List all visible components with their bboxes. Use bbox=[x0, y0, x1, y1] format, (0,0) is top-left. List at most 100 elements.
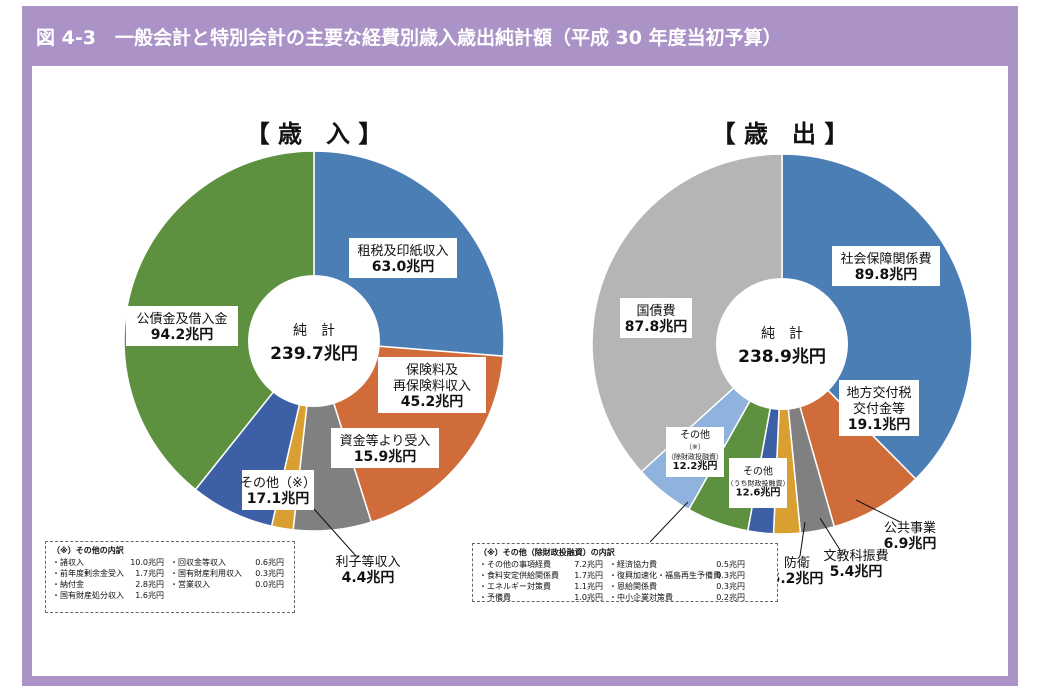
slice-note-1-5-0: （うち財政投融資） bbox=[727, 479, 790, 488]
label-box-1-0 bbox=[832, 246, 940, 286]
expenditure-note-item: ・恩給関係費 bbox=[609, 582, 657, 591]
expenditure-other-breakdown: （※）その他（除財政投融資）の内訳 ・その他の事項経費 7.2兆円 ・経済協力費 0.… bbox=[472, 543, 778, 602]
expenditure-note-amount: 0.2兆円 bbox=[716, 593, 745, 602]
expenditure-note-amount: 0.5兆円 bbox=[716, 560, 745, 569]
revenue-note-amount: 2.8兆円 bbox=[135, 580, 164, 589]
slice-value-0-3: 4.4兆円 bbox=[342, 570, 395, 586]
expenditure-note-item: ・その他の事項経費 bbox=[479, 560, 551, 569]
revenue-note-item: ・国有財産処分収入 bbox=[52, 591, 124, 600]
revenue-note-amount: 10.0兆円 bbox=[130, 558, 164, 567]
slice-label-0-1-1: 再保険料収入 bbox=[393, 379, 471, 394]
slice-value-0-1: 45.2兆円 bbox=[401, 394, 464, 410]
slice-label-1-4-0: 防衛 bbox=[784, 555, 810, 571]
slice-label-1-6-0: その他 bbox=[680, 428, 710, 441]
revenue-note-row: ・前年度剰余金受入 1.7兆円 ・国有財産利用収入 0.3兆円 bbox=[52, 568, 288, 579]
expenditure-note-item: ・食料安定供給関係費 bbox=[479, 571, 559, 580]
revenue-note-item: ・納付金 bbox=[52, 580, 84, 589]
slice-label-1-0-0: 社会保障関係費 bbox=[840, 251, 931, 267]
expenditure-note-item: ・経済協力費 bbox=[609, 560, 657, 569]
expenditure-note-amount: 1.1兆円 bbox=[574, 582, 603, 591]
slice-label-1-7-0: 国債費 bbox=[636, 304, 675, 319]
slice-label-0-2-0: 資金等より受入 bbox=[340, 433, 431, 449]
slice-label-1-5-0: その他 bbox=[743, 465, 773, 478]
revenue-note-row: ・国有財産処分収入 1.6兆円 bbox=[52, 590, 288, 601]
pie-center-0 bbox=[248, 275, 380, 407]
revenue-note-item: ・諸収入 bbox=[52, 558, 84, 567]
chart-title-0: 【 歳 入 】 bbox=[246, 120, 383, 148]
expenditure-note-item: ・エネルギー対策費 bbox=[479, 582, 551, 591]
center-value-0: 239.7兆円 bbox=[270, 344, 358, 364]
expenditure-note-amount: 0.3兆円 bbox=[716, 571, 745, 580]
label-box-1-6 bbox=[666, 427, 724, 477]
revenue-note-item: ・国有財産利用収入 bbox=[170, 569, 242, 578]
pie-center-1 bbox=[716, 278, 848, 410]
label-box-0-2 bbox=[331, 428, 439, 468]
revenue-note-amount: 0.6兆円 bbox=[255, 558, 284, 567]
leader-line-1-2 bbox=[855, 499, 901, 523]
leader-line-1-6 bbox=[649, 501, 689, 543]
label-box-1-1 bbox=[839, 380, 919, 436]
label-box-0-0 bbox=[349, 238, 457, 278]
slice-value-0-4: 17.1兆円 bbox=[247, 491, 310, 507]
slice-value-0-5: 94.2兆円 bbox=[151, 327, 214, 343]
expenditure-note-item: ・復興加速化・福島再生予備費 bbox=[609, 571, 721, 580]
expenditure-note-item: ・予備費 bbox=[479, 593, 511, 602]
revenue-note-row: ・諸収入 10.0兆円 ・回収金等収入 0.6兆円 bbox=[52, 557, 288, 568]
expenditure-note-item: ・中小企業対策費 bbox=[609, 593, 673, 602]
revenue-note-header: （※）その他の内訳 bbox=[52, 546, 124, 555]
slice-label-0-5-0: 公債金及借入金 bbox=[136, 311, 227, 327]
expenditure-note-header: （※）その他（除財政投融資）の内訳 bbox=[479, 548, 615, 557]
leader-line-0-3 bbox=[313, 508, 357, 557]
slice-label-1-1-1: 交付金等 bbox=[853, 401, 905, 417]
leader-line-1-4 bbox=[799, 521, 806, 557]
revenue-note-amount: 1.6兆円 bbox=[135, 591, 164, 600]
expenditure-note-amount: 7.2兆円 bbox=[574, 560, 603, 569]
slice-value-1-7: 87.8兆円 bbox=[625, 319, 688, 335]
slice-label-1-2-0: 公共事業 bbox=[884, 520, 936, 536]
label-box-0-5 bbox=[126, 306, 238, 346]
slice-note-1-6-0: （※） bbox=[685, 443, 705, 451]
revenue-note-row: ・納付金 2.8兆円 ・営業収入 0.0兆円 bbox=[52, 579, 288, 590]
slice-value-1-5: 12.6兆円 bbox=[736, 486, 781, 499]
center-value-1: 238.9兆円 bbox=[738, 347, 826, 367]
expenditure-note-amount: 1.7兆円 bbox=[574, 571, 603, 580]
label-box-1-7 bbox=[620, 298, 692, 338]
slice-value-1-0: 89.8兆円 bbox=[855, 267, 918, 283]
expenditure-note-row: ・エネルギー対策費 1.1兆円 ・恩給関係費 0.3兆円 bbox=[479, 581, 771, 592]
revenue-other-breakdown: （※）その他の内訳 ・諸収入 10.0兆円 ・回収金等収入 0.6兆円 ・前年度剰余金受… bbox=[45, 541, 295, 613]
slice-label-0-3-0: 利子等収入 bbox=[335, 554, 400, 570]
revenue-note-amount: 0.0兆円 bbox=[255, 580, 284, 589]
pie-slice-1-0 bbox=[781, 153, 973, 481]
expenditure-note-amount: 0.3兆円 bbox=[716, 582, 745, 591]
slice-note-1-6-1: （除財政投融資） bbox=[667, 452, 723, 461]
slice-label-0-1-0: 保険料及 bbox=[406, 363, 458, 378]
slice-value-1-1: 19.1兆円 bbox=[848, 417, 911, 433]
slice-value-1-3: 5.4兆円 bbox=[830, 564, 883, 580]
slice-label-0-4-0: その他（※） bbox=[240, 476, 316, 491]
slice-label-1-1-0: 地方交付税 bbox=[846, 385, 911, 401]
center-label-1: 純 計 bbox=[761, 326, 803, 342]
expenditure-note-row: ・その他の事項経費 7.2兆円 ・経済協力費 0.5兆円 bbox=[479, 559, 771, 570]
revenue-note-item: ・回収金等収入 bbox=[170, 558, 226, 567]
chart-title-1: 【 歳 出 】 bbox=[712, 120, 849, 148]
label-box-1-5 bbox=[729, 458, 787, 508]
slice-value-0-0: 63.0兆円 bbox=[372, 259, 435, 275]
slice-label-0-0-0: 租税及印紙収入 bbox=[357, 244, 448, 259]
label-box-0-1 bbox=[378, 357, 486, 413]
expenditure-note-amount: 1.0兆円 bbox=[574, 593, 603, 602]
expenditure-note-row: ・予備費 1.0兆円 ・中小企業対策費 0.2兆円 bbox=[479, 592, 771, 603]
leader-line-1-3 bbox=[819, 517, 841, 551]
expenditure-note-row: ・食料安定供給関係費 1.7兆円 ・復興加速化・福島再生予備費 0.3兆円 bbox=[479, 570, 771, 581]
figure-title: 図 4-3 一般会計と特別会計の主要な経費別歳入歳出純計額（平成 30 年度当初… bbox=[36, 27, 782, 49]
slice-value-1-4: 5.2兆円 bbox=[771, 571, 824, 587]
slice-value-1-6: 12.2兆円 bbox=[673, 459, 718, 472]
slice-value-0-2: 15.9兆円 bbox=[354, 449, 417, 465]
revenue-note-amount: 0.3兆円 bbox=[255, 569, 284, 578]
revenue-note-item: ・営業収入 bbox=[170, 580, 210, 589]
center-label-0: 純 計 bbox=[293, 323, 335, 339]
slice-label-1-3-0: 文教科振費 bbox=[823, 548, 888, 564]
revenue-note-item: ・前年度剰余金受入 bbox=[52, 569, 124, 578]
revenue-note-amount: 1.7兆円 bbox=[135, 569, 164, 578]
slice-value-1-2: 6.9兆円 bbox=[884, 536, 937, 552]
